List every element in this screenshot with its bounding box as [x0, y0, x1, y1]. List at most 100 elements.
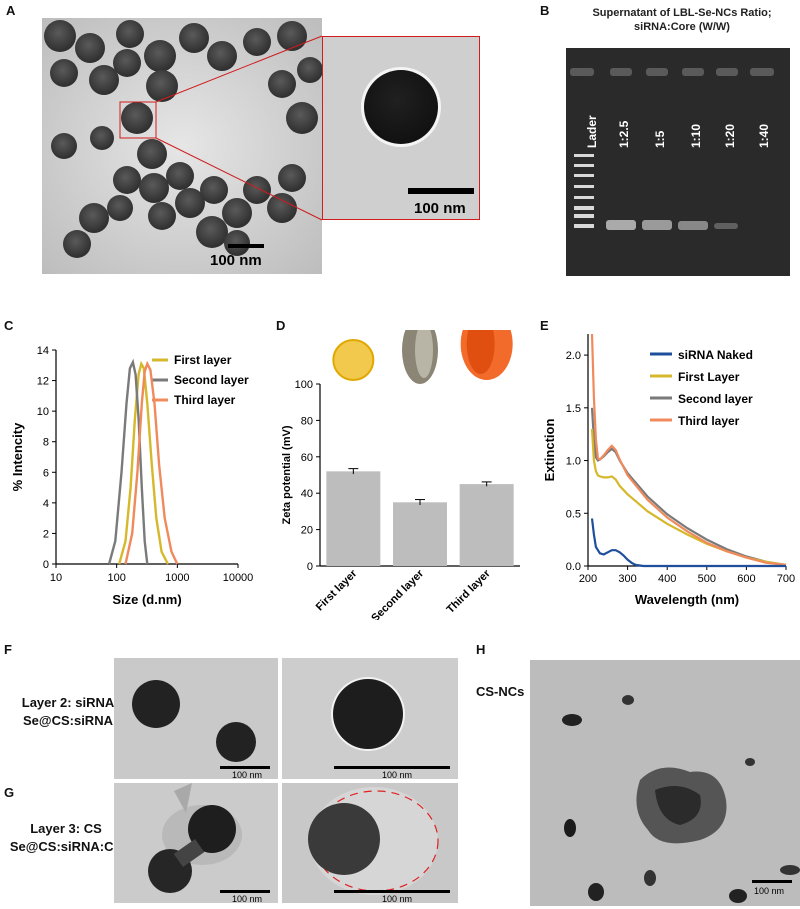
- legend-label-e: Second layer: [678, 392, 753, 406]
- x-tick-label-c: 100: [107, 572, 125, 584]
- x-tick-label-c: 10: [50, 572, 62, 584]
- y-tick-label-c: 14: [37, 345, 49, 357]
- panel-label-e: E: [540, 318, 549, 333]
- y-tick-label-d: 60: [301, 452, 313, 464]
- y-tick-label-c: 8: [43, 437, 49, 449]
- x-tick-label-e: 200: [579, 573, 597, 585]
- tem-image-g-left: [114, 783, 278, 903]
- panel-label-f: F: [4, 642, 12, 657]
- panel-label-c: C: [4, 318, 14, 333]
- chart-size-distribution: 0 2 4 6 8 10 12 14 10 100 1000 10000 Size (d.nm) % In…: [10, 345, 254, 607]
- y-tick-label-e: 2.0: [566, 350, 581, 362]
- category-label-d: First layer: [314, 567, 360, 613]
- gel-title-line-2: siRNA:Core (W/W): [634, 21, 730, 33]
- layer-2-label-line-2: Se@CS:siRNA: [23, 713, 113, 728]
- gel-image-b: [566, 48, 790, 276]
- y-tick-label-c: 10: [37, 406, 49, 418]
- lane-label-3: 1:10: [689, 124, 703, 148]
- tem-image-h: [530, 660, 800, 906]
- category-label-d: Second layer: [369, 567, 426, 620]
- legend-label-c: Third layer: [174, 393, 236, 407]
- scale-bar-h: [752, 880, 792, 883]
- legend-label-e: First Layer: [678, 370, 740, 384]
- layer-2-label-line-1: Layer 2: siRNA: [21, 695, 115, 710]
- y-tick-label-c: 2: [43, 528, 49, 540]
- scale-label-h: 100 nm: [754, 886, 785, 896]
- first-layer-icon: [332, 339, 375, 381]
- second-layer-icon-inner: [415, 330, 433, 378]
- tem-image-a: [42, 18, 322, 274]
- zoom-connector-lines: [155, 35, 323, 221]
- legend-label-c: First layer: [174, 353, 232, 367]
- category-label-d: Third layer: [445, 567, 494, 616]
- y-tick-label-c: 0: [43, 559, 49, 571]
- x-tick-label-e: 600: [737, 573, 755, 585]
- y-tick-label-d: 100: [295, 379, 313, 391]
- scale-bar-f-left: [220, 766, 270, 769]
- bar-d: [459, 484, 514, 566]
- scale-label-g-right: 100 nm: [382, 894, 413, 904]
- y-tick-label-c: 6: [43, 467, 49, 479]
- scale-label-f-left: 100 nm: [232, 770, 263, 780]
- y-tick-label-d: 0: [307, 561, 313, 573]
- y-axis-title-e: Extinction: [542, 419, 557, 482]
- scale-bar-f-right: [334, 766, 450, 769]
- y-tick-label-e: 1.5: [566, 403, 581, 415]
- scale-label-inset-a: 100 nm: [414, 200, 466, 217]
- bar-d: [326, 471, 381, 566]
- x-tick-label-c: 1000: [165, 572, 189, 584]
- y-tick-label-d: 80: [301, 415, 313, 427]
- y-tick-label-e: 0.0: [566, 561, 581, 573]
- scale-bar-g-left: [220, 890, 270, 893]
- series-line-c: [124, 360, 179, 565]
- layer-2-label: Layer 2: siRNA Se@CS:siRNA: [14, 694, 122, 730]
- lane-label-0: Lader: [585, 115, 599, 148]
- y-axis-title-c: % Intencity: [10, 422, 25, 491]
- x-axis-title-c: Size (d.nm): [112, 592, 181, 607]
- series-line-e: [590, 428, 787, 566]
- panel-label-b: B: [540, 3, 550, 18]
- x-tick-label-e: 500: [698, 573, 716, 585]
- lane-label-2: 1:5: [653, 130, 667, 148]
- series-line-e: [590, 518, 786, 568]
- lane-label-1: 1:2.5: [617, 120, 631, 148]
- y-tick-label-e: 1.0: [566, 456, 581, 468]
- chart-extinction: 0.0 0.5 1.0 1.5 2.0 200 300 400 500 600 700 Wavelen…: [542, 333, 795, 607]
- scale-label-f-right: 100 nm: [382, 770, 413, 780]
- y-tick-label-d: 40: [301, 488, 313, 500]
- series-line-c: [118, 360, 169, 565]
- tem-inset-a: [322, 36, 480, 220]
- panel-label-d: D: [276, 318, 286, 333]
- legend-label-e: siRNA Naked: [678, 348, 753, 362]
- cs-ncs-label: CS-NCs: [476, 684, 525, 699]
- scale-bar-a: [228, 244, 264, 248]
- y-tick-label-c: 4: [43, 498, 49, 510]
- gel-title: Supernatant of LBL-Se-NCs Ratio; siRNA:C…: [564, 6, 800, 34]
- tem-image-f-left: [114, 658, 278, 779]
- chart-zeta-potential: 0 20 40 60 80 100 Zeta potential (mV) First lay…: [281, 330, 520, 620]
- legend-label-e: Third layer: [678, 414, 740, 428]
- layer-3-label-line-2: Se@CS:siRNA:CS: [9, 839, 123, 854]
- scale-label-a: 100 nm: [210, 252, 262, 269]
- x-tick-label-e: 400: [658, 573, 676, 585]
- x-tick-label-e: 700: [777, 573, 795, 585]
- gel-title-line-1: Supernatant of LBL-Se-NCs Ratio;: [592, 7, 772, 19]
- panel-label-g: G: [4, 785, 15, 800]
- bar-d: [393, 502, 447, 566]
- scale-bar-g-right: [334, 890, 450, 893]
- tem-image-g-right: [282, 783, 458, 903]
- layer-3-label: Layer 3: CS Se@CS:siRNA:CS: [8, 820, 124, 856]
- x-axis-title-e: Wavelength (nm): [635, 592, 739, 607]
- legend-label-c: Second layer: [174, 373, 249, 387]
- gel-lane-labels: Lader 1:2.5 1:5 1:10 1:20 1:40: [585, 115, 771, 148]
- y-tick-label-d: 20: [301, 525, 313, 537]
- y-axis-title-d: Zeta potential (mV): [281, 425, 293, 524]
- y-tick-label-e: 0.5: [566, 508, 581, 520]
- series-line-e: [590, 333, 787, 566]
- tem-image-f-right: [282, 658, 458, 779]
- x-tick-label-c: 10000: [223, 572, 254, 584]
- lane-label-4: 1:20: [723, 124, 737, 148]
- series-line-c: [107, 358, 149, 565]
- scale-label-g-left: 100 nm: [232, 894, 263, 904]
- x-tick-label-e: 300: [618, 573, 636, 585]
